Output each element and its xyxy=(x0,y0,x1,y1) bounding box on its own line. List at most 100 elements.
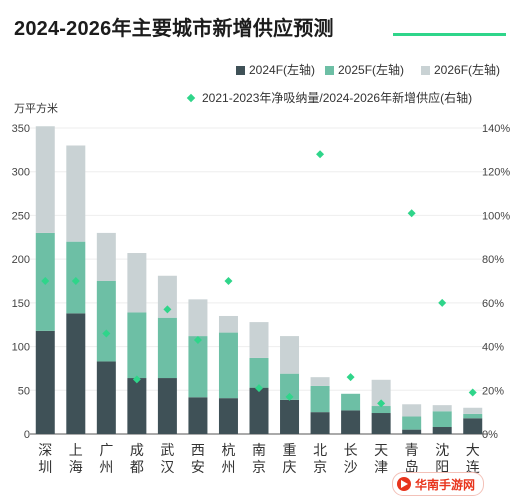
bar-1-series-0 xyxy=(66,313,86,434)
y2-tick-label-2: 40% xyxy=(482,342,504,354)
bar-9-series-1 xyxy=(310,385,330,413)
bar-12-series-2 xyxy=(402,404,422,417)
y-tick-label-300: 300 xyxy=(12,167,30,179)
ratio-point-4 xyxy=(163,305,172,314)
bar-12-series-1 xyxy=(402,416,422,430)
legend-label-2025: 2025F(左轴) xyxy=(338,63,405,77)
x-tick-label-1-char-0: 上 xyxy=(69,443,83,459)
chart-title: 2024-2026年主要城市新增供应预测 xyxy=(14,18,334,40)
bar-4-series-0 xyxy=(157,378,177,434)
x-tick-label-6-char-1: 州 xyxy=(221,460,235,476)
y-tick-label-250: 250 xyxy=(12,210,30,222)
bar-2-series-1 xyxy=(96,281,116,362)
x-tick-label-2-char-0: 广 xyxy=(99,443,113,459)
x-tick-label-0-char-1: 圳 xyxy=(38,460,52,476)
bar-9-series-2 xyxy=(310,377,330,386)
y2-tick-label-7: 140% xyxy=(482,123,510,135)
ratio-point-2 xyxy=(102,329,111,338)
legend-label-ratio: 2021-2023年净吸纳量/2024-2026年新增供应(右轴) xyxy=(202,91,473,105)
ratio-point-0 xyxy=(41,277,50,285)
legend-swatch-2024 xyxy=(236,66,245,75)
x-tick-label-3-char-0: 成 xyxy=(130,443,144,459)
bar-7-series-1 xyxy=(249,357,269,388)
ratio-point-14 xyxy=(468,388,477,397)
bar-5-series-0 xyxy=(188,397,208,434)
ratio-point-9 xyxy=(316,150,325,159)
bar-6-series-1 xyxy=(218,332,238,399)
bar-13-series-0 xyxy=(432,427,452,434)
bar-10-series-1 xyxy=(341,393,361,411)
bar-2-series-2 xyxy=(96,232,116,281)
bar-4-series-1 xyxy=(157,317,177,379)
bar-12-series-0 xyxy=(402,429,422,434)
y2-tick-label-1: 20% xyxy=(482,385,504,397)
y2-tick-label-6: 120% xyxy=(482,167,510,179)
x-tick-label-8-char-1: 庆 xyxy=(283,460,297,476)
ratio-point-11 xyxy=(377,399,386,408)
x-tick-label-9-char-1: 京 xyxy=(313,460,327,476)
legend-swatch-2025 xyxy=(325,66,334,75)
bar-11-series-0 xyxy=(371,413,391,434)
bar-14-series-0 xyxy=(463,418,483,434)
x-tick-label-11-char-1: 津 xyxy=(374,460,388,476)
watermark-text: 华南手游网 xyxy=(415,477,476,492)
watermark: 华南手游网 xyxy=(392,472,485,496)
play-logo-icon xyxy=(397,477,411,491)
x-tick-label-6-char-0: 杭 xyxy=(221,443,235,459)
bar-10-series-0 xyxy=(341,410,361,434)
x-tick-label-8-char-0: 重 xyxy=(283,443,297,459)
bar-3-series-0 xyxy=(127,378,147,434)
y-tick-label-0: 0 xyxy=(24,429,30,441)
x-tick-label-0-char-0: 深 xyxy=(38,443,52,459)
bar-9-series-0 xyxy=(310,412,330,434)
x-tick-label-3-char-1: 都 xyxy=(130,460,144,476)
x-tick-label-5-char-0: 西 xyxy=(191,443,205,459)
ratio-point-1 xyxy=(71,277,80,285)
bar-11-series-1 xyxy=(371,406,391,414)
x-tick-label-2-char-1: 州 xyxy=(99,460,113,476)
x-tick-label-10-char-0: 长 xyxy=(344,443,358,459)
y2-tick-label-4: 80% xyxy=(482,254,504,266)
bar-5-series-1 xyxy=(188,336,208,398)
x-tick-label-13-char-0: 沈 xyxy=(435,443,449,459)
ratio-point-6 xyxy=(224,277,233,285)
legend-item-2026: 2026F(左轴) xyxy=(421,61,500,78)
y-tick-label-150: 150 xyxy=(12,298,30,310)
x-tick-label-5-char-1: 安 xyxy=(191,460,205,476)
bar-0-series-2 xyxy=(35,126,55,233)
y-tick-label-200: 200 xyxy=(12,254,30,266)
ratio-point-13 xyxy=(438,298,447,307)
ratio-point-7 xyxy=(255,384,263,393)
bar-14-series-1 xyxy=(463,413,483,419)
bar-6-series-0 xyxy=(218,398,238,434)
x-tick-label-7-char-1: 京 xyxy=(252,460,266,476)
bar-8-series-2 xyxy=(280,336,300,374)
y2-tick-label-3: 60% xyxy=(482,298,504,310)
ratio-point-5 xyxy=(193,336,202,345)
legend-item-2024: 2024F(左轴) xyxy=(236,61,315,78)
y2-tick-label-5: 100% xyxy=(482,210,510,222)
bar-3-series-1 xyxy=(127,312,147,379)
ratio-point-10 xyxy=(346,373,355,382)
legend-label-2024: 2024F(左轴) xyxy=(249,63,316,77)
bar-3-series-2 xyxy=(127,253,147,313)
x-tick-label-12-char-0: 青 xyxy=(405,443,419,459)
x-tick-label-1-char-1: 海 xyxy=(69,460,83,476)
x-tick-label-10-char-1: 沙 xyxy=(344,460,358,476)
x-tick-label-9-char-0: 北 xyxy=(313,443,327,459)
bar-6-series-2 xyxy=(218,315,238,333)
legend-label-2026: 2026F(左轴) xyxy=(434,63,501,77)
bar-7-series-2 xyxy=(249,322,269,358)
bar-0-series-0 xyxy=(35,330,55,434)
y-axis-unit-label: 万平方米 xyxy=(14,103,58,115)
x-tick-label-4-char-0: 武 xyxy=(160,443,174,459)
y2-tick-label-0: 0% xyxy=(482,429,498,441)
bar-8-series-1 xyxy=(280,373,300,400)
x-tick-label-4-char-1: 汉 xyxy=(160,460,174,476)
ratio-point-12 xyxy=(407,209,416,218)
legend-item-ratio: 2021-2023年净吸纳量/2024-2026年新增供应(右轴) xyxy=(186,89,473,106)
legend-swatch-2026 xyxy=(421,66,430,75)
bar-13-series-1 xyxy=(432,411,452,428)
title-accent-rule xyxy=(393,33,506,36)
